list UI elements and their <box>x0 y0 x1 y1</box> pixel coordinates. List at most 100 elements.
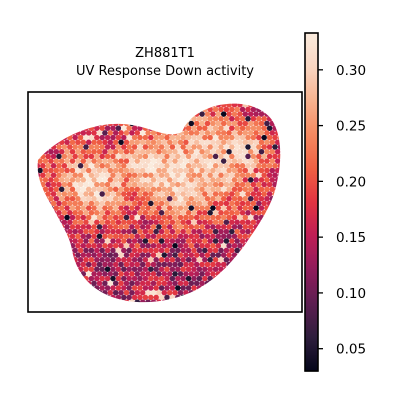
colorbar-segment <box>305 335 318 338</box>
spot <box>110 200 116 207</box>
spot <box>56 163 62 169</box>
spot <box>99 238 105 244</box>
spot <box>212 153 219 160</box>
spot <box>142 134 149 141</box>
spot <box>212 228 219 235</box>
spot <box>42 252 49 258</box>
spot <box>196 266 203 272</box>
spot <box>83 134 89 141</box>
spot <box>129 289 135 296</box>
spot <box>218 210 224 216</box>
spot <box>272 304 278 310</box>
spot <box>212 266 219 272</box>
spot <box>58 214 65 221</box>
spot <box>69 111 76 117</box>
spot <box>29 163 35 169</box>
spot <box>247 261 254 268</box>
spot <box>199 111 205 117</box>
spot <box>107 130 114 136</box>
spot <box>126 228 132 235</box>
spot <box>72 163 78 169</box>
spot <box>42 148 49 155</box>
spot <box>172 271 178 277</box>
spot <box>277 294 281 301</box>
spot <box>72 200 78 207</box>
spot <box>45 153 51 160</box>
spot <box>83 285 89 291</box>
spot <box>191 219 197 225</box>
spot <box>77 163 84 169</box>
spot <box>226 280 232 287</box>
spot <box>220 139 227 146</box>
spot <box>131 172 138 178</box>
spot <box>53 158 60 164</box>
colorbar-segment <box>305 75 318 78</box>
spot <box>53 186 60 193</box>
spot <box>212 285 219 291</box>
spot <box>137 97 143 103</box>
spot <box>115 228 122 235</box>
spot <box>58 111 65 117</box>
spot <box>231 139 238 146</box>
colorbar-segment <box>305 113 318 116</box>
spot <box>237 214 243 221</box>
spot <box>247 186 254 193</box>
spot <box>234 304 240 310</box>
spot <box>42 111 49 117</box>
spot <box>94 275 100 282</box>
spot <box>266 153 273 160</box>
spot <box>53 252 60 258</box>
spot <box>256 116 262 122</box>
spot <box>67 238 73 244</box>
spot <box>266 266 273 272</box>
spot <box>137 153 143 160</box>
colorbar-segment <box>305 325 318 328</box>
spot <box>185 125 192 131</box>
spot <box>204 167 211 174</box>
spot <box>156 120 162 127</box>
spot <box>32 149 38 155</box>
spot <box>137 125 143 131</box>
spot <box>50 125 57 131</box>
spot <box>121 266 127 272</box>
spot <box>172 167 178 174</box>
colorbar-segment <box>305 61 318 64</box>
spot <box>32 205 38 211</box>
spot <box>202 210 208 216</box>
spot <box>180 163 186 169</box>
spot <box>250 144 257 150</box>
spot <box>180 238 186 244</box>
spot <box>129 120 135 127</box>
spot <box>231 214 238 221</box>
spot <box>277 219 281 225</box>
colorbar-segment <box>305 353 318 356</box>
spot <box>207 163 213 169</box>
spot <box>245 181 251 188</box>
spot <box>188 111 195 117</box>
spot <box>226 289 232 296</box>
spot <box>231 158 238 164</box>
spot <box>272 200 278 207</box>
spot <box>115 191 122 197</box>
spot <box>69 224 76 230</box>
spot <box>37 191 41 197</box>
colorbar-segment <box>305 283 318 286</box>
spot <box>121 116 127 122</box>
spot <box>247 233 254 240</box>
spot <box>220 148 227 155</box>
colorbar-segment <box>305 279 318 282</box>
spot <box>185 116 192 122</box>
spot <box>239 285 246 291</box>
spot <box>118 158 124 164</box>
spot <box>102 271 108 277</box>
spot <box>80 214 87 221</box>
spot <box>45 275 51 282</box>
spot <box>207 153 213 160</box>
colorbar-tick-label: 0.20 <box>336 174 366 190</box>
spot <box>96 289 103 296</box>
spot <box>115 200 122 207</box>
colorbar-segment <box>305 329 318 332</box>
spot <box>183 130 189 136</box>
spot <box>115 172 122 178</box>
spot <box>183 214 189 221</box>
